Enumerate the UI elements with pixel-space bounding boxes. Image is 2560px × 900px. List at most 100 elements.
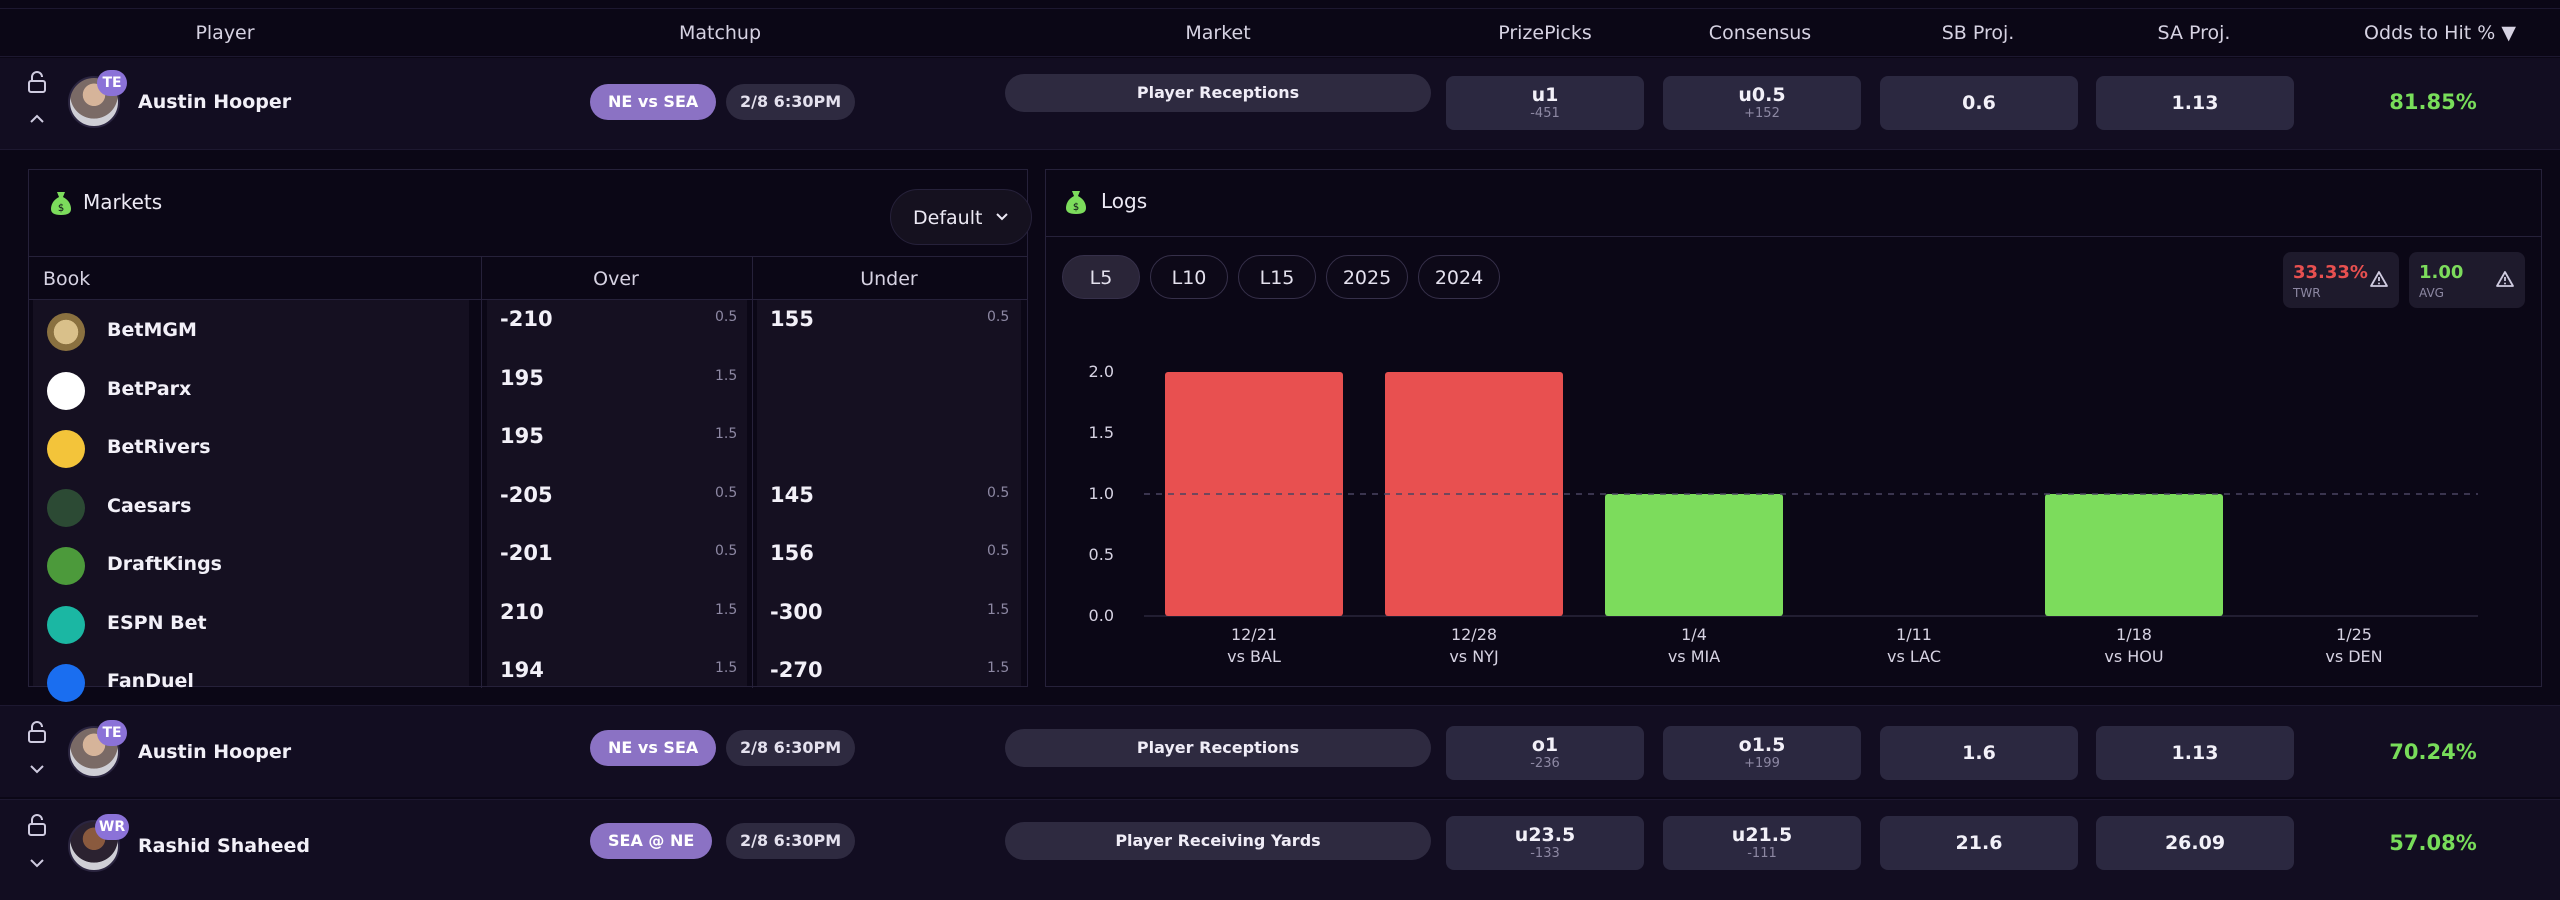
consensus-box[interactable]: o1.5 +199 — [1663, 726, 1861, 780]
warning-icon[interactable] — [2369, 270, 2389, 288]
markets-title: Markets — [83, 190, 163, 214]
under-odds[interactable]: 156 — [770, 541, 814, 565]
over-odds[interactable]: -210 — [500, 307, 553, 331]
odds-to-hit: 81.85% — [2389, 90, 2477, 114]
col-market[interactable]: Market — [1185, 22, 1251, 44]
table-header: Player Matchup Market PrizePicks Consens… — [0, 9, 2560, 57]
under-odds[interactable]: -270 — [770, 658, 823, 682]
prizepicks-box[interactable]: o1 -236 — [1446, 726, 1644, 780]
chevron-down-icon[interactable] — [28, 760, 46, 778]
player-name[interactable]: Austin Hooper — [138, 741, 292, 763]
position-badge: WR — [95, 814, 129, 840]
consensus-odds: +199 — [1744, 756, 1780, 771]
over-odds[interactable]: -201 — [500, 541, 553, 565]
chevron-up-icon[interactable] — [28, 110, 46, 128]
under-odds[interactable]: 145 — [770, 482, 814, 507]
sb-proj-value: 21.6 — [1955, 832, 2003, 854]
y-tick-label: 0.0 — [1089, 606, 1114, 625]
list-item[interactable]: BetMGM -210 0.5 155 0.5 — [29, 303, 1025, 361]
y-tick-label: 1.5 — [1089, 423, 1114, 442]
x-tick-opponent: vs MIA — [1668, 647, 1720, 666]
sb-proj-box: 21.6 — [1880, 816, 2078, 870]
col-matchup[interactable]: Matchup — [678, 22, 762, 44]
matchup-pill[interactable]: NE vs SEA — [590, 730, 717, 766]
list-item[interactable]: BetRivers 195 1.5 — [29, 420, 1025, 478]
over-odds[interactable]: -205 — [500, 482, 553, 507]
over-line: 0.5 — [715, 543, 738, 559]
x-tick-opponent: vs HOU — [2104, 647, 2163, 666]
prizepicks-box[interactable]: u23.5 -133 — [1446, 816, 1644, 870]
bar-2[interactable] — [1605, 494, 1783, 616]
warning-icon[interactable] — [2495, 270, 2515, 288]
odds-to-hit: 70.24% — [2389, 740, 2477, 764]
y-tick-label: 1.0 — [1089, 484, 1114, 503]
consensus-box[interactable]: u0.5 +152 — [1663, 76, 1861, 130]
chevron-down-icon[interactable] — [28, 854, 46, 872]
under-odds[interactable]: -300 — [770, 599, 823, 624]
col-player[interactable]: Player — [195, 22, 255, 44]
over-line: 1.5 — [715, 426, 738, 442]
sa-proj-value: 26.09 — [2164, 832, 2226, 854]
bar-4[interactable] — [2045, 494, 2223, 616]
table-row[interactable]: WR Rashid Shaheed SEA @ NE 2/8 6:30PM Pl… — [0, 799, 2560, 900]
svg-text:$: $ — [1073, 202, 1079, 213]
under-line: 1.5 — [987, 660, 1010, 676]
over-odds[interactable]: 194 — [500, 658, 544, 682]
consensus-box[interactable]: u21.5 -111 — [1663, 816, 1861, 870]
consensus-line: o1.5 — [1738, 734, 1786, 756]
prizepicks-box[interactable]: u1 -451 — [1446, 76, 1644, 130]
x-tick-opponent: vs LAC — [1887, 647, 1941, 666]
col-prizepicks[interactable]: PrizePicks — [1498, 22, 1592, 44]
expanded-details: $ Markets Default Book Over Under BetMGM… — [0, 151, 2560, 704]
y-tick-label: 0.5 — [1089, 545, 1114, 564]
matchup-pill[interactable]: SEA @ NE — [590, 823, 713, 859]
matchup-pill[interactable]: NE vs SEA — [590, 84, 717, 120]
book-name: FanDuel — [107, 670, 194, 692]
x-tick-opponent: vs NYJ — [1449, 647, 1498, 666]
market-pill[interactable]: Player Receptions — [1005, 74, 1431, 112]
prizepicks-line: o1 — [1531, 734, 1559, 756]
col-odds-to-hit[interactable]: Odds to Hit % ▼ — [2364, 22, 2516, 44]
sort-dropdown[interactable]: Default — [890, 189, 1032, 245]
filter-2025[interactable]: 2025 — [1326, 255, 1408, 299]
prizepicks-line: u23.5 — [1514, 824, 1576, 846]
book-name: BetParx — [107, 377, 192, 400]
player-name[interactable]: Austin Hooper — [138, 91, 292, 113]
list-item[interactable]: ESPN Bet 210 1.5 -300 1.5 — [29, 596, 1025, 654]
list-item[interactable]: BetParx 195 1.5 — [29, 362, 1025, 420]
top-divider — [0, 8, 2560, 9]
player-name[interactable]: Rashid Shaheed — [138, 835, 310, 857]
money-bag-icon: $ — [1066, 191, 1086, 214]
book-name: ESPN Bet — [107, 611, 207, 634]
over-odds[interactable]: 195 — [500, 424, 544, 448]
over-odds[interactable]: 195 — [500, 365, 544, 390]
unlock-icon[interactable] — [26, 814, 48, 836]
unlock-icon[interactable] — [26, 71, 48, 93]
table-row[interactable]: TE Austin Hooper NE vs SEA 2/8 6:30PM Pl… — [0, 58, 2560, 150]
market-pill[interactable]: Player Receptions — [1005, 729, 1431, 767]
avg-value: 1.00 — [2419, 262, 2464, 283]
unlock-icon[interactable] — [26, 721, 48, 743]
filter-l15[interactable]: L15 — [1238, 255, 1316, 299]
sa-proj-value: 1.13 — [2171, 742, 2219, 764]
sb-proj-value: 0.6 — [1962, 92, 1996, 114]
market-pill[interactable]: Player Receiving Yards — [1005, 822, 1431, 860]
over-odds[interactable]: 210 — [500, 599, 544, 624]
under-odds[interactable]: 155 — [770, 307, 814, 331]
consensus-line: u0.5 — [1738, 84, 1786, 106]
list-item[interactable]: FanDuel 194 1.5 -270 1.5 — [29, 654, 1025, 712]
filter-2024[interactable]: 2024 — [1418, 255, 1500, 299]
col-consensus[interactable]: Consensus — [1708, 22, 1812, 44]
table-row[interactable]: TE Austin Hooper NE vs SEA 2/8 6:30PM Pl… — [0, 705, 2560, 797]
x-tick-date: 12/21 — [1231, 625, 1277, 644]
list-item[interactable]: DraftKings -201 0.5 156 0.5 — [29, 537, 1025, 595]
col-sa-proj[interactable]: SA Proj. — [2157, 22, 2231, 44]
col-sb-proj[interactable]: SB Proj. — [1941, 22, 2015, 44]
filter-l5[interactable]: L5 — [1062, 255, 1140, 299]
betrivers-logo — [47, 430, 85, 468]
over-line: 0.5 — [715, 309, 738, 325]
col-book: Book — [43, 268, 91, 290]
list-item[interactable]: Caesars -205 0.5 145 0.5 — [29, 479, 1025, 537]
twr-stat: 33.33% TWR — [2283, 252, 2399, 308]
filter-l10[interactable]: L10 — [1150, 255, 1228, 299]
